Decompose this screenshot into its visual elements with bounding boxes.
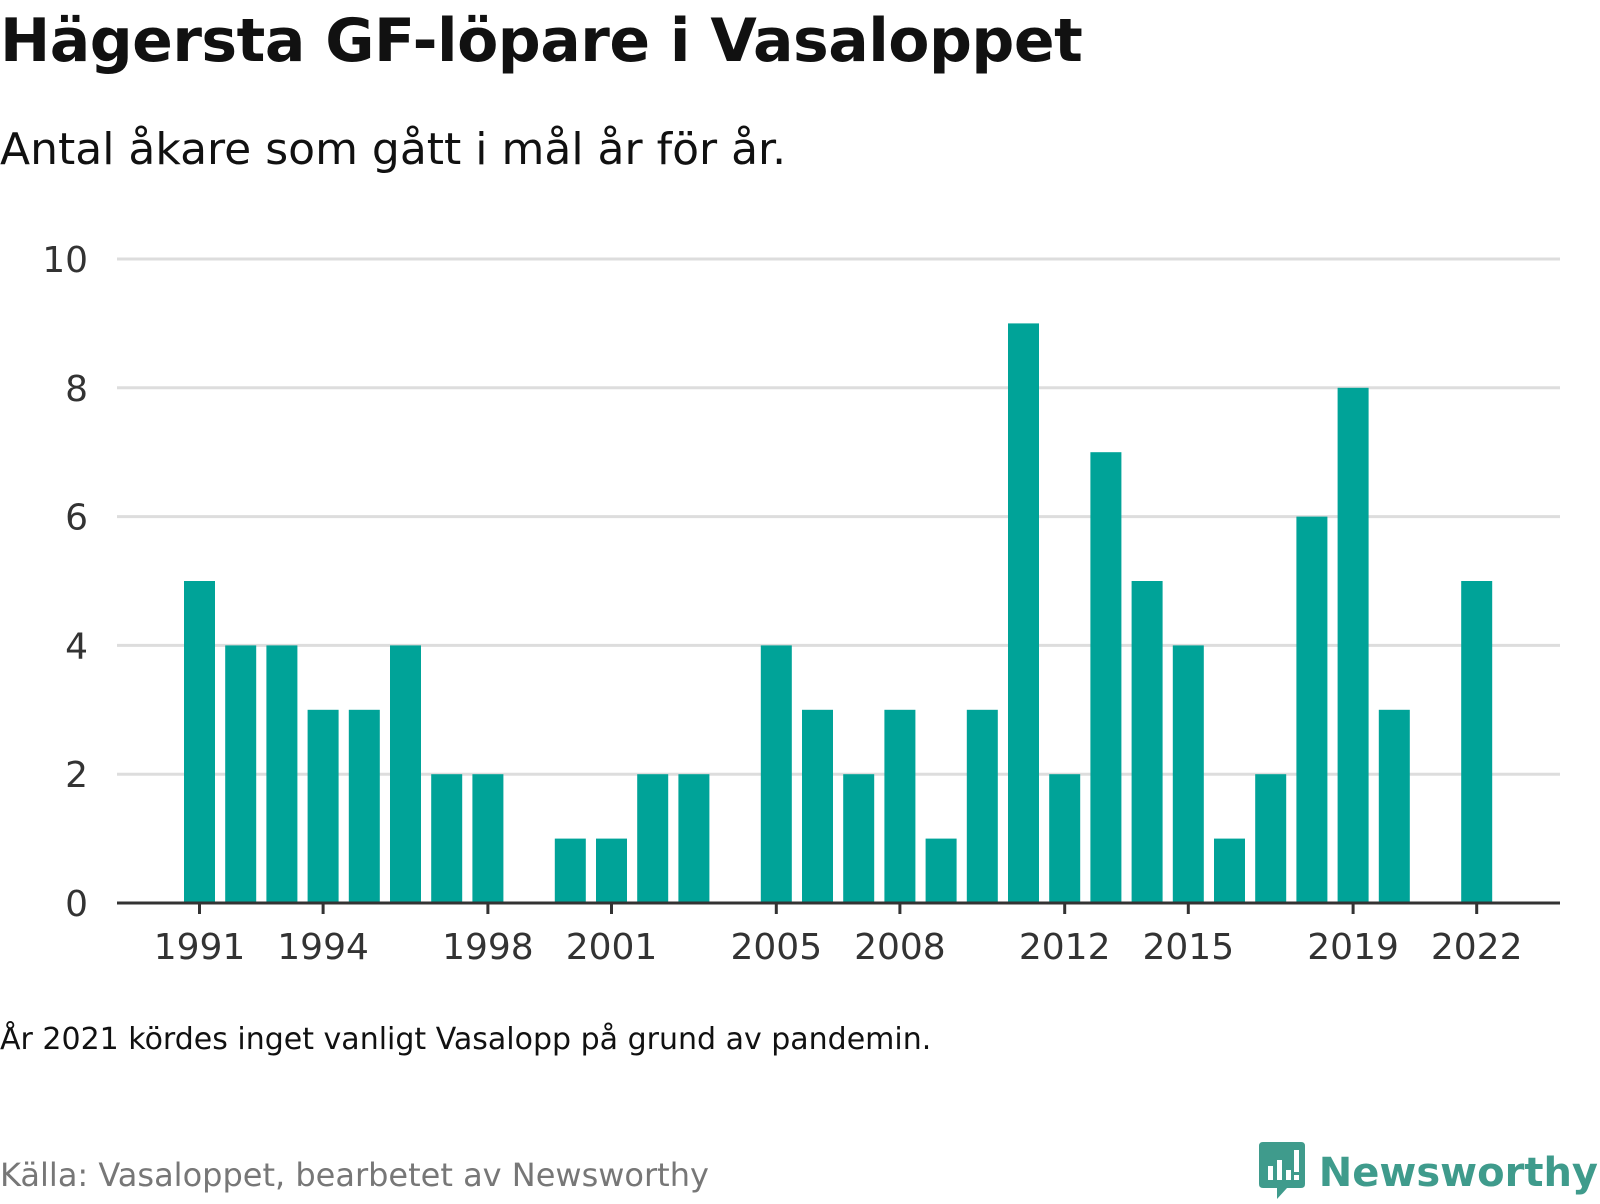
chart-title: Hägersta GF-löpare i Vasaloppet — [0, 6, 1083, 76]
bars — [184, 323, 1493, 903]
bar-2015 — [1172, 645, 1204, 903]
x-tick-label: 2015 — [1142, 927, 1234, 960]
x-axis: 1991 1994 1998 2001 2005 2008 2012 2015 2019 2022 — [117, 901, 1560, 960]
y-tick-label: 0 — [65, 884, 88, 925]
x-tick-label: 1998 — [442, 927, 534, 960]
bar-1991 — [184, 581, 215, 903]
bar-2000 — [554, 838, 586, 903]
bar-2020 — [1378, 709, 1410, 903]
bar-2010 — [966, 709, 998, 903]
bar-2013 — [1090, 452, 1122, 903]
bar-2018 — [1296, 516, 1328, 903]
bar-2002 — [637, 774, 669, 903]
y-axis-ticks: 0 2 4 6 8 10 — [42, 240, 88, 925]
bar-1998 — [472, 774, 504, 903]
bar-2019 — [1337, 387, 1369, 903]
x-tick-label: 1991 — [154, 927, 246, 960]
bar-1995 — [348, 709, 380, 903]
x-tick-label: 2008 — [854, 927, 946, 960]
bar-1993 — [266, 645, 298, 903]
bar-2005 — [760, 645, 792, 903]
source-text: Källa: Vasaloppet, bearbetet av Newswort… — [0, 1156, 709, 1194]
bar-1997 — [431, 774, 463, 903]
bar-2001 — [596, 838, 627, 903]
bar-2014 — [1131, 581, 1163, 903]
x-tick-label: 2022 — [1431, 927, 1523, 960]
x-tick-label: 2019 — [1307, 927, 1399, 960]
bar-chart: 0 2 4 6 8 10 1991 1994 1998 2001 2005 2008 2012 2015… — [42, 240, 1560, 960]
y-tick-label: 6 — [65, 498, 88, 539]
bar-2022 — [1461, 581, 1493, 903]
bar-2011 — [1008, 323, 1039, 903]
bar-2016 — [1214, 838, 1245, 903]
bar-1994 — [307, 709, 339, 903]
x-tick-label: 1994 — [277, 927, 369, 960]
bar-2003 — [678, 774, 710, 903]
y-tick-label: 8 — [65, 369, 88, 410]
bar-1996 — [390, 645, 421, 903]
x-tick-label: 2001 — [566, 927, 658, 960]
bar-2009 — [925, 838, 957, 903]
x-tick-label: 2012 — [1019, 927, 1111, 960]
bar-1992 — [225, 645, 257, 903]
bar-2006 — [802, 709, 833, 903]
brand-logo: Newsworthy — [1257, 1142, 1598, 1204]
bar-2007 — [843, 774, 875, 903]
y-tick-label: 4 — [65, 626, 88, 667]
brand-name: Newsworthy — [1318, 1150, 1598, 1196]
y-tick-label: 2 — [65, 755, 88, 796]
chart-subtitle: Antal åkare som gått i mål år för år. — [0, 124, 787, 175]
bar-2012 — [1049, 774, 1081, 903]
bar-2008 — [884, 709, 916, 903]
chart-note: År 2021 kördes inget vanligt Vasalopp på… — [0, 1022, 932, 1057]
y-tick-label: 10 — [42, 240, 88, 281]
x-tick-label: 2005 — [730, 927, 822, 960]
bar-2017 — [1255, 774, 1287, 903]
newsworthy-logo-icon — [1257, 1142, 1307, 1204]
